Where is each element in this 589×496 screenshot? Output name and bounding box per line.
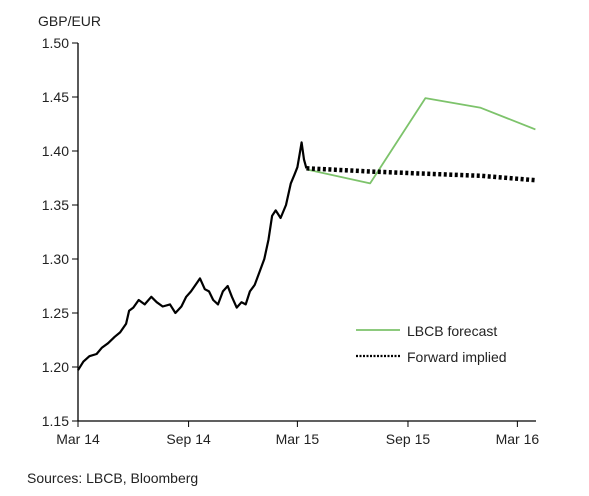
legend-label-lbcb-forecast: LBCB forecast <box>407 323 497 339</box>
y-tick-label: 1.30 <box>42 251 69 267</box>
y-tick-label: 1.50 <box>42 35 69 51</box>
y-tick-label: 1.45 <box>42 89 69 105</box>
x-axis-ticks: Mar 14 Sep 14 Mar 15 Sep 15 Mar 16 <box>56 421 539 447</box>
x-tick-label: Sep 14 <box>166 431 211 447</box>
y-tick-label: 1.35 <box>42 197 69 213</box>
y-tick-label: 1.15 <box>42 413 69 429</box>
lbcb-forecast-line <box>306 97 536 185</box>
y-tick-label: 1.40 <box>42 143 69 159</box>
y-tick-label: 1.25 <box>42 305 69 321</box>
x-tick-label: Mar 16 <box>496 431 540 447</box>
x-tick-label: Mar 14 <box>56 431 100 447</box>
forward-implied-line <box>306 166 536 183</box>
x-tick-label: Mar 15 <box>276 431 320 447</box>
x-tick-label: Sep 15 <box>386 431 431 447</box>
legend-label-forward-implied: Forward implied <box>407 349 507 365</box>
legend: LBCB forecast Forward implied <box>356 323 507 365</box>
source-note: Sources: LBCB, Bloomberg <box>27 470 199 486</box>
y-axis-ticks: 1.15 1.20 1.25 1.30 1.35 1.40 1.45 1.50 <box>42 35 78 429</box>
y-tick-label: 1.20 <box>42 359 69 375</box>
y-axis-label: GBP/EUR <box>38 13 101 29</box>
series-layer <box>77 97 536 371</box>
spot-rate-line <box>77 141 308 371</box>
